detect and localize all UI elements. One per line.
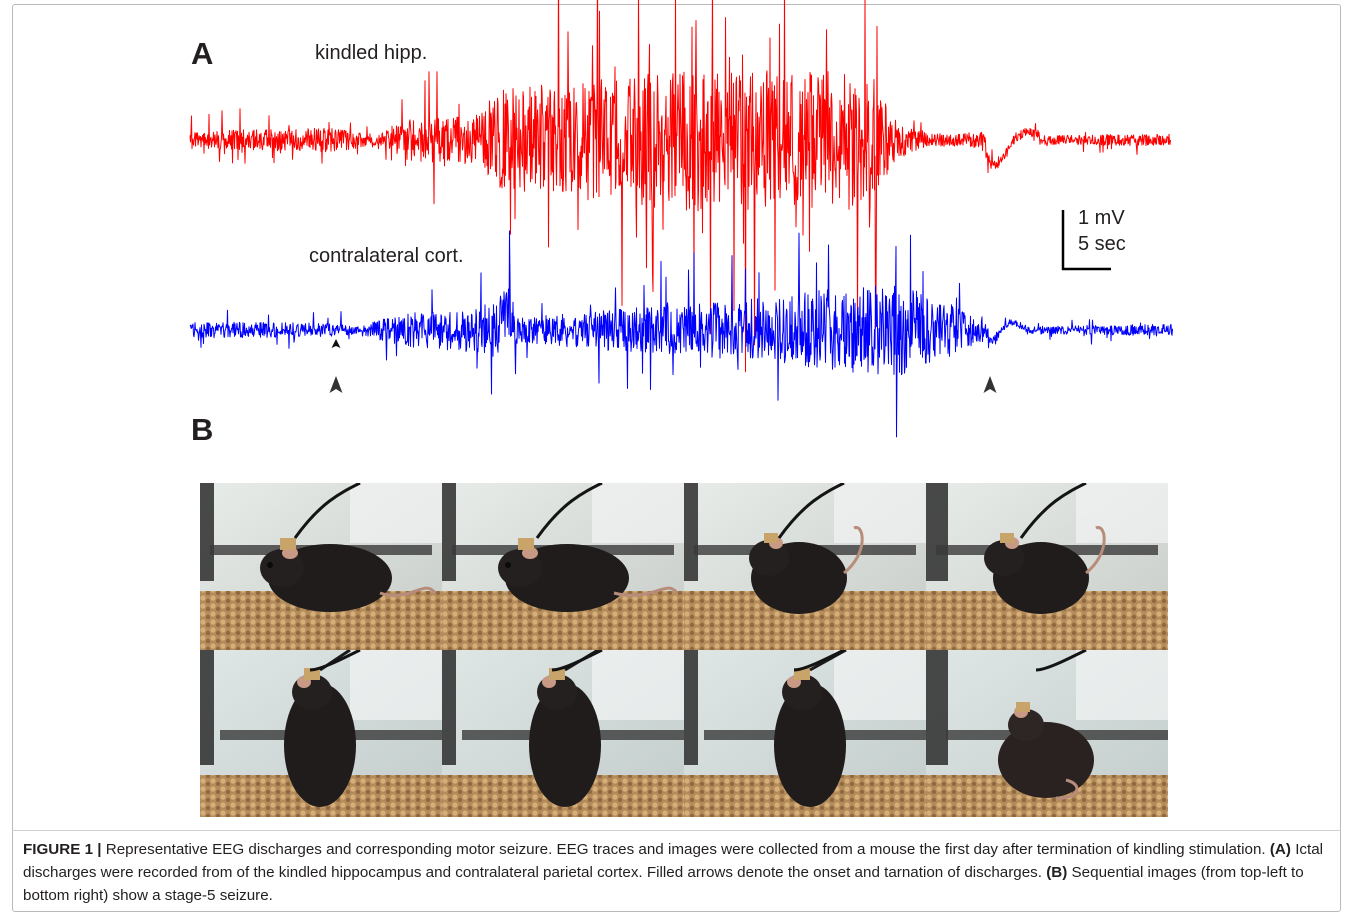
caption-divider	[12, 830, 1341, 831]
arrowhead-up-icon	[331, 339, 341, 348]
panel-a-letter: A	[191, 36, 214, 71]
seizure-photo-5	[200, 650, 442, 817]
scale-bar	[1061, 210, 1111, 271]
seizure-photo-3	[684, 483, 926, 650]
seizure-photo-6	[442, 650, 684, 817]
seizure-photo-7	[684, 650, 926, 817]
panel-b-letter: B	[191, 412, 214, 447]
arrowhead-up-icon	[329, 376, 343, 393]
trace-label-hippocampus: kindled hipp.	[315, 42, 428, 64]
seizure-photo-4	[926, 483, 1168, 650]
arrowhead-up-icon	[983, 376, 997, 393]
caption-figure-label: FIGURE 1 |	[23, 841, 102, 858]
trace-label-cortex: contralateral cort.	[309, 245, 464, 267]
caption-intro: Representative EEG discharges and corres…	[105, 841, 1266, 858]
eeg-trace-hippocampus	[189, 0, 1171, 373]
seizure-photo-sequence	[200, 483, 1168, 817]
seizure-photo-1	[200, 483, 442, 650]
eeg-trace-cortex	[189, 230, 1173, 438]
seizure-photo-2	[442, 483, 684, 650]
scale-label-time: 5 sec	[1078, 233, 1126, 255]
scale-label-voltage: 1 mV	[1078, 207, 1125, 229]
caption-panel-a-tag: (A)	[1269, 841, 1291, 858]
figure-frame	[12, 4, 1341, 912]
caption-panel-a-text: Ictal discharges were recorded from of t…	[23, 841, 1324, 881]
figure-caption: FIGURE 1 | Representative EEG discharges…	[23, 838, 1333, 907]
eeg-traces	[189, 0, 1173, 438]
caption-panel-b-tag: (B)	[1046, 864, 1068, 881]
caption-panel-b-text: Sequential images (from top-left to bott…	[23, 864, 1304, 904]
seizure-photo-8	[926, 650, 1168, 817]
